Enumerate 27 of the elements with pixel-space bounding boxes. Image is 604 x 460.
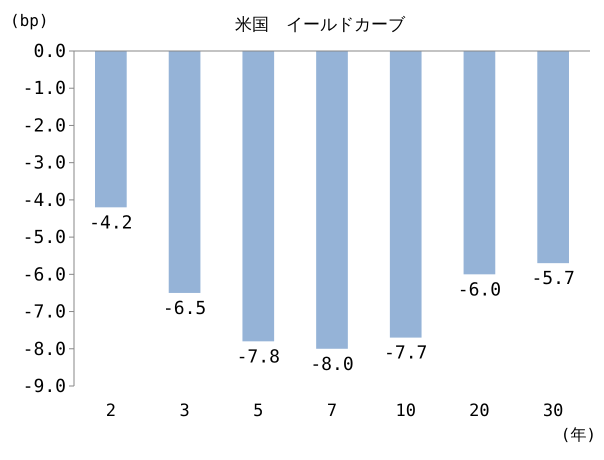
x-tick-label: 10 bbox=[395, 401, 416, 421]
x-axis-title: (年) bbox=[560, 425, 596, 444]
data-label: -7.8 bbox=[236, 346, 280, 368]
y-tick-label: -3.0 bbox=[22, 152, 66, 174]
x-tick-label: 5 bbox=[253, 401, 264, 421]
x-tick-label: 2 bbox=[106, 401, 116, 421]
data-label: -6.5 bbox=[162, 298, 206, 319]
y-axis-title: (bp) bbox=[10, 11, 49, 30]
y-tick-label: -6.0 bbox=[22, 264, 66, 286]
data-label: -7.7 bbox=[384, 342, 428, 364]
x-tick-label: 3 bbox=[179, 401, 190, 421]
x-tick-label: 7 bbox=[326, 401, 338, 421]
data-label: -5.7 bbox=[531, 268, 575, 290]
y-tick-label: -1.0 bbox=[22, 78, 66, 100]
data-label: -4.2 bbox=[89, 212, 133, 234]
chart-title: 米国 イールドカーブ bbox=[235, 15, 406, 35]
data-label: -8.0 bbox=[310, 354, 354, 375]
y-tick-label: -2.0 bbox=[22, 115, 66, 136]
data-label: -6.0 bbox=[458, 279, 502, 300]
x-tick-label: 30 bbox=[542, 401, 564, 421]
y-tick-label: -7.0 bbox=[22, 302, 66, 323]
y-tick-label: -5.0 bbox=[22, 227, 66, 248]
x-tick-label: 20 bbox=[469, 401, 490, 421]
y-tick-label: -4.0 bbox=[22, 190, 66, 211]
y-tick-label: -9.0 bbox=[22, 376, 66, 397]
y-tick-label: -8.0 bbox=[22, 338, 66, 360]
y-tick-label: 0.0 bbox=[33, 41, 66, 62]
